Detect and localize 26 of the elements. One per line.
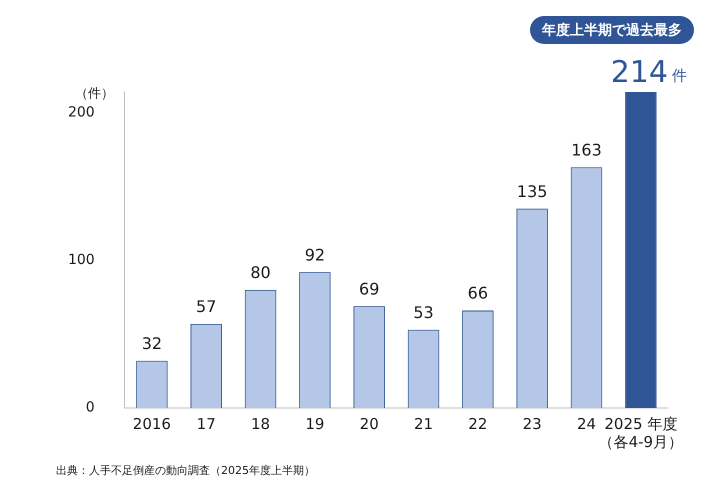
data-label: 66 — [468, 284, 488, 303]
data-label: 163 — [571, 140, 602, 160]
x-tick-label: 20 — [360, 414, 379, 433]
x-tick-label: 18 — [250, 414, 270, 433]
y-tick-label: 200 — [68, 104, 95, 120]
x-tick-label: 24 — [576, 414, 596, 433]
x-tick-label: 23 — [522, 414, 542, 433]
text: 年度上半期で過去最多 — [541, 22, 682, 39]
x-tick-label: 22 — [468, 414, 488, 433]
data-label: 53 — [413, 302, 434, 322]
y-tick-label: 100 — [68, 252, 95, 268]
data-label: 80 — [250, 263, 271, 282]
data-label: 135 — [516, 182, 548, 201]
x-tick-label: 17 — [196, 414, 216, 433]
y-axis-title: （件） — [75, 86, 114, 102]
data-label: 32 — [142, 334, 162, 353]
y-tick-label: 0 — [86, 400, 95, 416]
source-note: 出典：人手不足倒産の動向調査（2025年度上半期） — [56, 464, 315, 477]
x-tick-label: 2025 年度（各4-9月） — [598, 414, 684, 451]
x-tick-label: 2016 — [132, 414, 171, 433]
data-label: 69 — [359, 279, 380, 298]
bar — [625, 92, 657, 408]
data-label: 92 — [304, 245, 326, 264]
x-tick-label: 19 — [305, 414, 324, 433]
data-label: 57 — [196, 296, 216, 316]
x-tick-label: 21 — [414, 414, 434, 433]
